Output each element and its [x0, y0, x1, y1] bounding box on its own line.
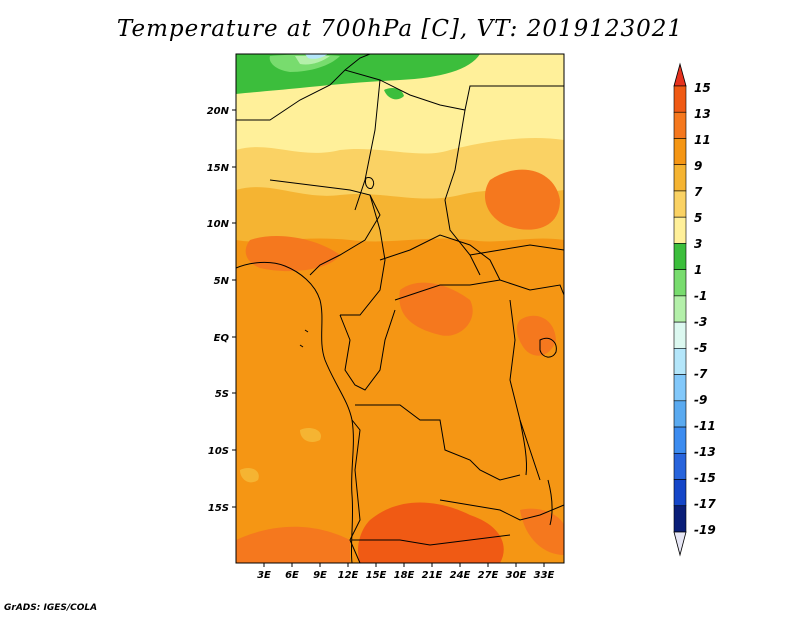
border-drc-south	[355, 404, 521, 481]
lake-chad	[365, 177, 375, 189]
temperature-field	[236, 54, 564, 563]
border-congo	[339, 309, 396, 391]
colorbar-cell	[673, 348, 687, 375]
lake-tanganyika	[519, 419, 527, 476]
lat-label-eq: EQ	[214, 333, 230, 344]
lat-label-20n: 20N	[207, 106, 230, 117]
lat-label-15s: 15S	[208, 503, 229, 514]
field-gold-north	[236, 187, 564, 242]
colorbar-cell	[673, 295, 687, 323]
field-warm-south	[358, 502, 504, 563]
colorbar-label-neg15: -15	[694, 471, 716, 485]
colorbar-cell	[673, 216, 687, 244]
border-sudan	[469, 244, 565, 256]
footer-credit: GrADS: IGES/COLA	[4, 603, 98, 613]
colorbar-top-arrow	[673, 62, 687, 87]
field-warm-southwest	[236, 526, 350, 563]
lon-label-21e: 21E	[422, 570, 443, 581]
border-cameroon	[340, 194, 386, 316]
colorbar-label-3: 3	[694, 237, 702, 251]
colorbar-cell	[673, 85, 687, 113]
colorbar-label-13: 13	[694, 107, 711, 121]
border-nigeria	[269, 179, 381, 276]
field-warm-lakes	[516, 315, 556, 356]
colorbar: 15 13 11 9 7 5 3 1 -1 -3 -5 -7 -9 -11 -1…	[673, 62, 716, 557]
colorbar-label-neg17: -17	[694, 497, 716, 511]
colorbar-label-neg5: -5	[694, 341, 707, 355]
colorbar-label-neg13: -13	[694, 445, 716, 459]
colorbar-cell	[673, 452, 687, 480]
colorbar-label-7: 7	[694, 185, 703, 199]
field-warm-southeast	[520, 508, 564, 555]
colorbar-label-neg9: -9	[694, 393, 707, 407]
lon-label-9e: 9E	[313, 570, 327, 581]
border-namibia	[352, 534, 511, 546]
lon-axis: 3E 6E 9E 12E 15E 18E 21E 24E 27E 30E 33E	[257, 563, 555, 581]
lon-label-33e: 33E	[534, 570, 555, 581]
lat-axis: 20N 15N 10N 5N EQ 5S 10S 15S	[207, 106, 236, 514]
lake-malawi	[547, 479, 553, 526]
colorbar-label-9: 9	[694, 159, 702, 173]
colorbar-cell	[673, 400, 687, 428]
colorbar-cell	[673, 138, 687, 166]
colorbar-cell	[673, 321, 687, 349]
gulf-islands	[299, 329, 309, 348]
colorbar-cell	[673, 269, 687, 297]
lon-label-24e: 24E	[450, 570, 471, 581]
lon-label-15e: 15E	[366, 570, 387, 581]
colorbar-bottom-arrow	[673, 531, 687, 557]
colorbar-cell	[673, 111, 687, 139]
colorbar-cell	[673, 190, 687, 218]
colorbar-cell	[673, 243, 687, 270]
field-gold-patch-1	[300, 428, 321, 442]
country-borders	[235, 53, 565, 564]
colorbar-label-neg19: -19	[694, 523, 716, 537]
field-gold-patch-2	[240, 468, 259, 483]
colorbar-label-neg7: -7	[694, 367, 708, 381]
lat-label-10s: 10S	[208, 446, 229, 457]
lon-label-27e: 27E	[478, 570, 499, 581]
colorbar-cell	[673, 479, 687, 507]
lon-label-30e: 30E	[506, 570, 527, 581]
lon-label-18e: 18E	[394, 570, 415, 581]
lat-label-5s: 5S	[215, 389, 229, 400]
colorbar-label-15: 15	[694, 81, 711, 95]
field-warm-east	[485, 169, 560, 230]
lat-label-5n: 5N	[214, 276, 230, 287]
map-frame	[235, 53, 565, 564]
field-lightblue-north	[305, 54, 328, 59]
border-north-2	[344, 53, 371, 71]
colorbar-cell	[673, 505, 687, 533]
colorbar-label-11: 11	[694, 133, 711, 147]
colorbar-cell	[673, 426, 687, 454]
colorbar-label-neg3: -3	[694, 315, 707, 329]
colorbar-label-neg1: -1	[694, 289, 707, 303]
lon-label-3e: 3E	[257, 570, 271, 581]
border-niger	[354, 79, 381, 211]
lake-victoria	[539, 337, 557, 358]
field-lightgreen-spot	[384, 88, 404, 100]
field-yellow-north	[236, 138, 564, 206]
lat-label-10n: 10N	[207, 219, 230, 230]
coastline-west	[235, 261, 354, 564]
colorbar-label-1: 1	[694, 263, 702, 277]
border-drc-east	[509, 299, 541, 481]
field-warm-central	[399, 282, 473, 336]
lon-label-12e: 12E	[338, 570, 359, 581]
border-zambia	[439, 499, 565, 521]
lon-label-6e: 6E	[285, 570, 299, 581]
border-southsudan	[499, 279, 565, 296]
colorbar-label-neg11: -11	[694, 419, 716, 433]
chart-title: Temperature at 700hPa [C], VT: 201912302…	[116, 16, 684, 42]
colorbar-label-5: 5	[694, 211, 702, 225]
field-palegreen-north	[295, 56, 330, 65]
border-car	[379, 234, 501, 301]
colorbar-cell	[673, 374, 687, 402]
colorbar-cell	[673, 164, 687, 192]
lat-label-15n: 15N	[207, 163, 230, 174]
border-angola	[349, 419, 361, 564]
